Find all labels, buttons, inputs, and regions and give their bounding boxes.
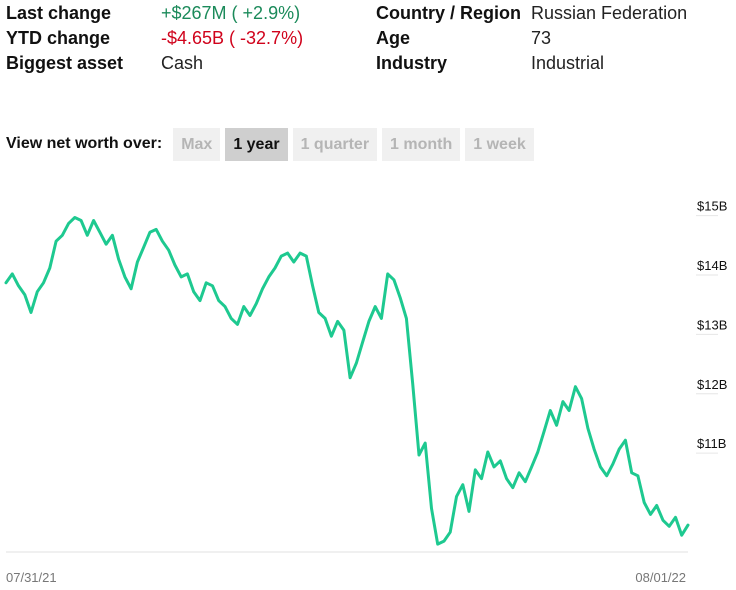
range-1-year-button[interactable]: 1 year xyxy=(225,127,288,161)
country-label: Country / Region xyxy=(376,3,521,23)
industry-value: Industrial xyxy=(531,53,605,73)
age-label: Age xyxy=(376,28,411,48)
country-value: Russian Federation xyxy=(531,3,688,23)
industry-label: Industry xyxy=(376,53,448,73)
x-tick-end-label: 08/01/22 xyxy=(635,570,686,585)
y-tick-label: $12B xyxy=(697,377,727,392)
y-tick-label: $15B xyxy=(697,199,727,214)
range-1-week-button[interactable]: 1 week xyxy=(465,127,534,161)
range-1-quarter-button[interactable]: 1 quarter xyxy=(292,127,378,161)
range-max-button[interactable]: Max xyxy=(173,127,221,161)
y-tick-label: $11B xyxy=(697,436,726,451)
biggest-asset-value: Cash xyxy=(161,53,204,73)
y-axis-ticks: $15B $14B $13B $12B $11B xyxy=(697,199,727,452)
range-label: View net worth over: xyxy=(6,135,163,152)
biggest-asset-label: Biggest asset xyxy=(6,53,124,73)
range-selector: View net worth over: Max 1 year 1 quarte… xyxy=(6,127,539,161)
stats-panel: Last change +$267M ( +2.9%) YTD change -… xyxy=(0,0,736,80)
last-change-label: Last change xyxy=(6,3,112,23)
age-value: 73 xyxy=(531,28,552,48)
net-worth-chart: $15B $14B $13B $12B $11B 07/31/21 08/01/22 xyxy=(4,199,727,585)
y-tick-label: $14B xyxy=(697,258,727,273)
last-change-value: +$267M ( +2.9%) xyxy=(161,3,301,23)
ytd-change-value: -$4.65B ( -32.7%) xyxy=(161,28,304,48)
grid-lines xyxy=(696,215,718,454)
ytd-change-label: YTD change xyxy=(6,28,111,48)
y-tick-label: $13B xyxy=(697,317,727,332)
net-worth-series-line xyxy=(4,216,690,546)
x-tick-start-label: 07/31/21 xyxy=(6,570,57,585)
range-1-month-button[interactable]: 1 month xyxy=(382,127,461,161)
